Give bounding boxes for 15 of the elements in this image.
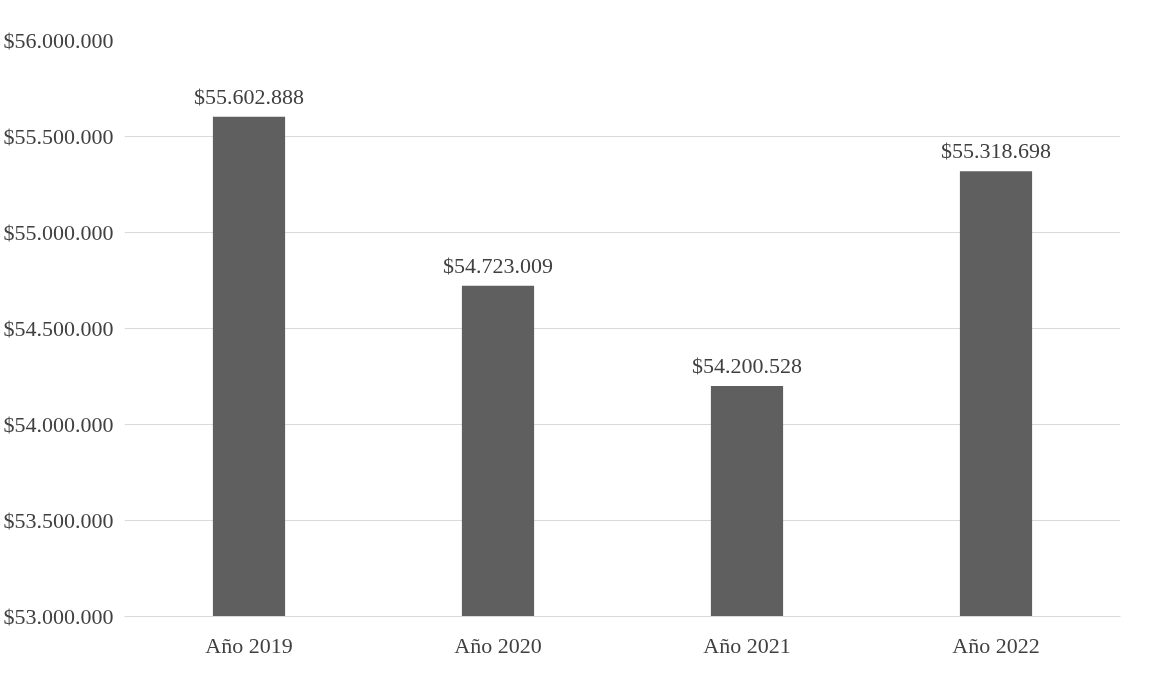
data-label: $55.318.698 (941, 138, 1051, 164)
data-label: $54.723.009 (443, 252, 553, 278)
y-tick-label: $55.000.000 (3, 220, 114, 245)
x-tick-label: Año 2020 (454, 632, 542, 658)
y-tick-label: $55.500.000 (3, 124, 114, 149)
y-tick-label: $54.500.000 (3, 316, 114, 341)
y-tick-label: $53.500.000 (3, 508, 114, 533)
y-tick-label: $54.000.000 (3, 412, 114, 437)
y-tick-label: $56.000.000 (3, 28, 114, 53)
x-tick-label: Año 2021 (703, 632, 791, 658)
data-label: $54.200.528 (692, 353, 802, 378)
y-tick-label: $53.000.000 (3, 604, 114, 629)
x-tick-label: Año 2019 (205, 632, 293, 658)
x-tick-label: Año 2022 (952, 632, 1040, 658)
data-label: $55.602.888 (194, 83, 304, 109)
